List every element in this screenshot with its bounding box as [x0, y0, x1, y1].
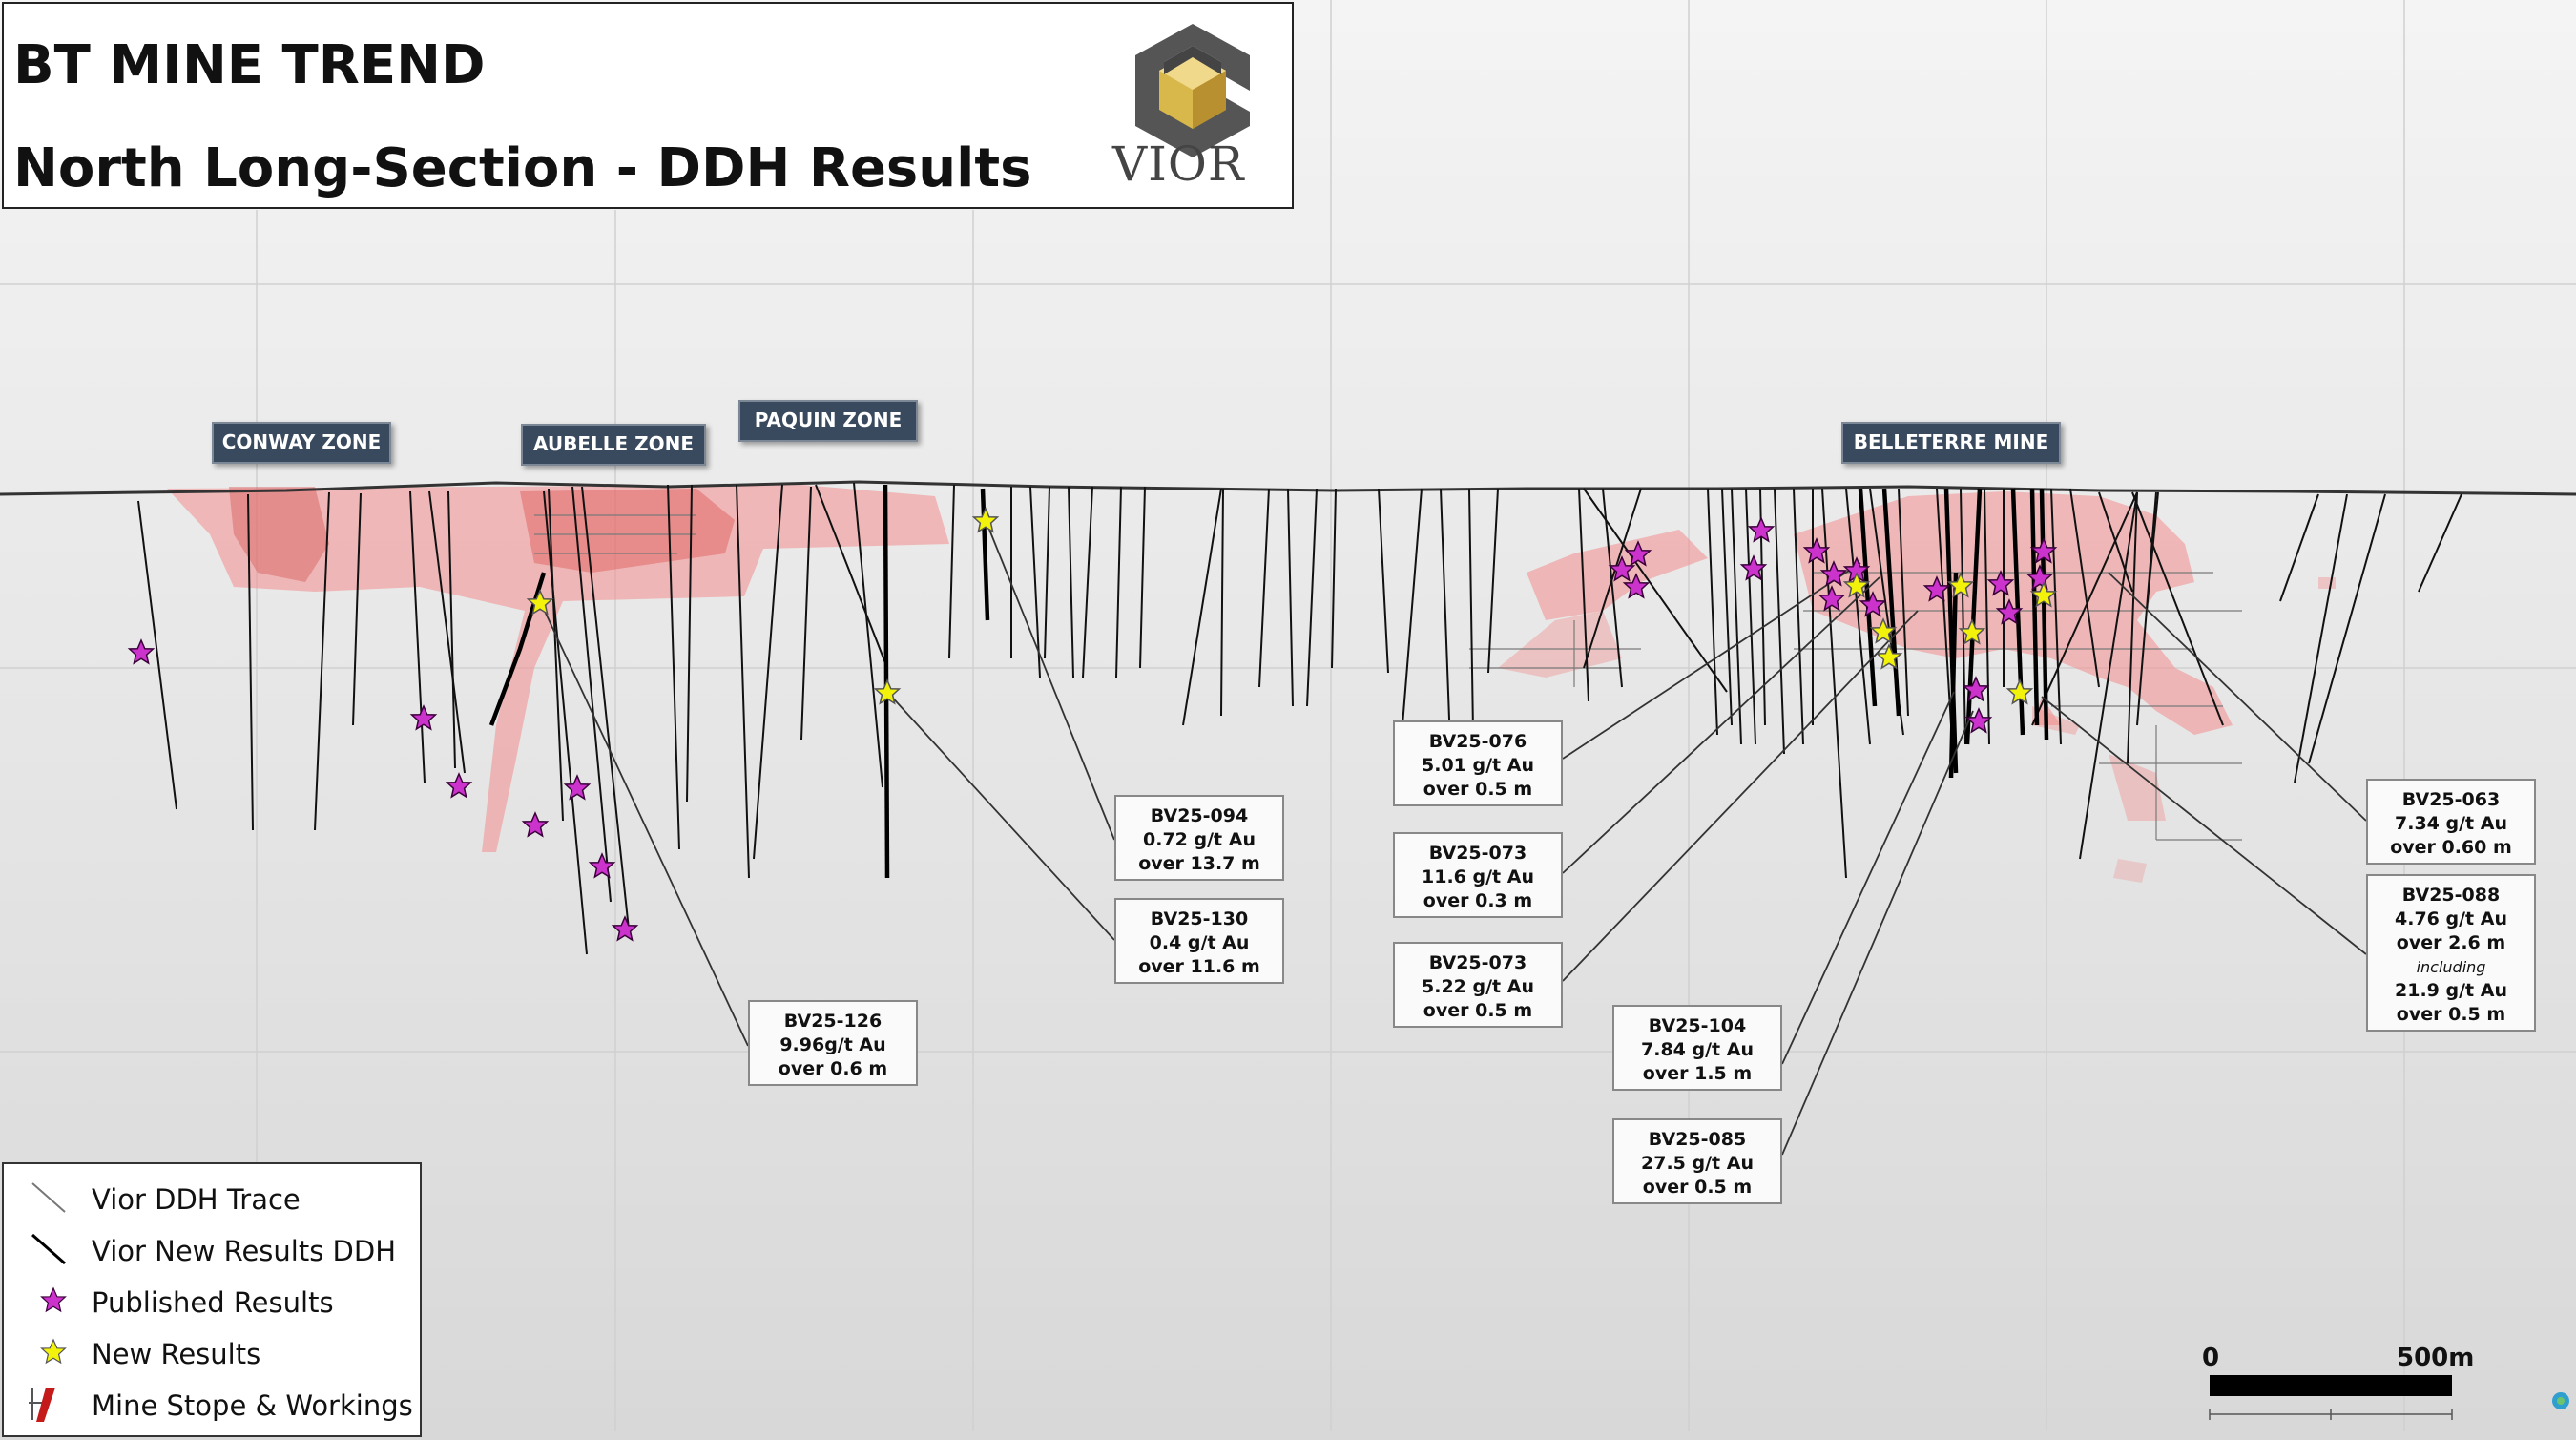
scale-bar [2209, 1375, 2569, 1420]
callout-bv25-130: BV25-130 0.4 g/t Au over 11.6 m [1114, 898, 1284, 984]
callout-bv25-126: BV25-126 9.96g/t Au over 0.6 m [748, 1000, 918, 1086]
callout-grade: 0.72 g/t Au [1143, 829, 1256, 850]
scale-start-label: 0 [2202, 1344, 2220, 1372]
callout-bv25-085: BV25-085 27.5 g/t Au over 0.5 m [1612, 1118, 1782, 1204]
callout-hole: BV25-073 [1428, 952, 1527, 973]
callout-hole: BV25-126 [783, 1011, 883, 1032]
callout-grade: 4.76 g/t Au [2395, 908, 2507, 929]
callout-hole: BV25-130 [1150, 908, 1249, 929]
callout-hole: BV25-063 [2401, 789, 2501, 810]
callout-length: over 0.6 m [778, 1058, 888, 1079]
callout-hole: BV25-104 [1648, 1015, 1747, 1036]
callout-grade: 27.5 g/t Au [1641, 1153, 1754, 1174]
legend-label: Vior New Results DDH [92, 1235, 397, 1267]
callout-grade: 11.6 g/t Au [1422, 866, 1534, 887]
legend-label: Mine Stope & Workings [92, 1389, 413, 1422]
callout-bv25-073-a: BV25-073 11.6 g/t Au over 0.3 m [1393, 832, 1563, 918]
magenta-star-icon [40, 1286, 67, 1313]
stope-icon [29, 1388, 55, 1422]
callout-bv25-073-b: BV25-073 5.22 g/t Au over 0.5 m [1393, 942, 1563, 1028]
callout-bv25-088: BV25-088 4.76 g/t Au over 2.6 m includin… [2366, 874, 2536, 1032]
callout-length: over 0.60 m [2390, 837, 2512, 858]
callout-grade-2: 21.9 g/t Au [2395, 980, 2507, 1001]
thin-line-icon [31, 1182, 66, 1213]
callout-grade: 9.96g/t Au [779, 1034, 886, 1055]
zone-label-aubelle: AUBELLE ZONE [521, 424, 706, 466]
callout-hole: BV25-085 [1648, 1129, 1747, 1150]
bold-line-icon [31, 1233, 66, 1265]
legend-label: New Results [92, 1338, 261, 1370]
legend-item-published-results: Published Results [4, 1279, 420, 1326]
legend-item-new-results: New Results [4, 1330, 420, 1378]
callout-length: over 13.7 m [1138, 853, 1260, 874]
legend-item-ddh-trace: Vior DDH Trace [4, 1176, 420, 1223]
map-subtitle: North Long-Section - DDH Results [13, 137, 1032, 199]
callout-length: over 0.5 m [1642, 1177, 1753, 1198]
legend-item-new-results-ddh: Vior New Results DDH [4, 1227, 420, 1275]
callout-length: over 2.6 m [2396, 932, 2506, 953]
callout-grade: 7.84 g/t Au [1641, 1039, 1754, 1060]
title-block: BT MINE TREND North Long-Section - DDH R… [2, 2, 1294, 209]
zone-label-conway: CONWAY ZONE [212, 422, 391, 464]
vior-logo-icon [1135, 24, 1250, 157]
legend: Vior DDH Trace Vior New Results DDH Publ… [2, 1162, 422, 1437]
zone-label-belleterre: BELLETERRE MINE [1841, 422, 2061, 464]
callout-length-2: over 0.5 m [2396, 1004, 2506, 1025]
zone-label-paquin: PAQUIN ZONE [738, 400, 918, 442]
legend-label: Vior DDH Trace [92, 1183, 301, 1216]
callout-leaders [540, 519, 2367, 1156]
scale-end-label: 500m [2397, 1344, 2475, 1372]
callout-grade: 0.4 g/t Au [1149, 932, 1250, 953]
callout-bv25-104: BV25-104 7.84 g/t Au over 1.5 m [1612, 1005, 1782, 1091]
callout-bv25-076: BV25-076 5.01 g/t Au over 0.5 m [1393, 720, 1563, 806]
callout-length: over 0.5 m [1423, 779, 1533, 800]
callout-grade: 5.22 g/t Au [1422, 976, 1534, 997]
legend-label: Published Results [92, 1286, 334, 1319]
legend-item-mine-stope: Mine Stope & Workings [4, 1382, 420, 1430]
callout-length: over 1.5 m [1642, 1063, 1753, 1084]
new-result-ddh [488, 484, 2049, 879]
callout-hole: BV25-088 [2401, 885, 2501, 906]
map-title: BT MINE TREND [13, 34, 486, 96]
callout-bv25-094: BV25-094 0.72 g/t Au over 13.7 m [1114, 795, 1284, 881]
callout-grade: 7.34 g/t Au [2395, 813, 2507, 834]
callout-length: over 11.6 m [1138, 956, 1260, 977]
callout-length: over 0.5 m [1423, 1000, 1533, 1021]
callout-grade: 5.01 g/t Au [1422, 755, 1534, 776]
callout-including: including [2416, 958, 2486, 976]
yellow-star-icon [40, 1338, 67, 1365]
callout-length: over 0.3 m [1423, 890, 1533, 911]
logo-wordmark: VIOR [1112, 136, 1245, 192]
callout-hole: BV25-073 [1428, 843, 1527, 864]
callout-hole: BV25-094 [1150, 805, 1249, 826]
callout-bv25-063: BV25-063 7.34 g/t Au over 0.60 m [2366, 779, 2536, 865]
callout-hole: BV25-076 [1428, 731, 1527, 752]
